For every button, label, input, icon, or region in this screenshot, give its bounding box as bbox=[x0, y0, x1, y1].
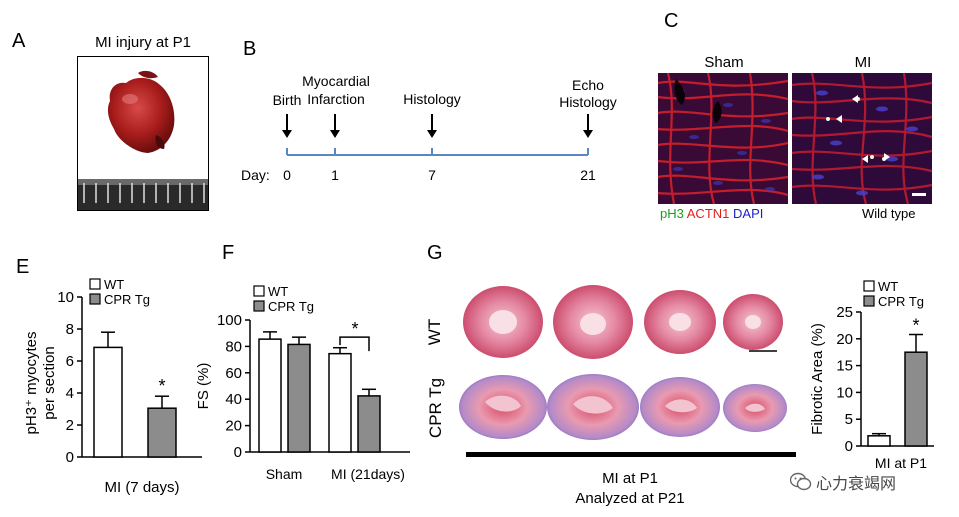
stain-legend-item: ACTN1 bbox=[686, 206, 730, 221]
legend-label: WT bbox=[878, 279, 898, 294]
y-tick-label: 15 bbox=[836, 358, 853, 375]
watermark: 心力衰竭网 bbox=[790, 470, 896, 494]
section-bar bbox=[466, 452, 796, 457]
y-axis-label: FS (%) bbox=[195, 363, 212, 410]
panel-c-letter: C bbox=[664, 10, 679, 32]
section-caption-line1: MI at P1 bbox=[602, 470, 658, 487]
panel-e-letter: E bbox=[16, 256, 30, 278]
panel-f-letter: F bbox=[222, 242, 235, 264]
heart-image bbox=[78, 70, 208, 210]
y-tick-label: 6 bbox=[66, 353, 74, 370]
panel-a-letter: A bbox=[12, 30, 26, 52]
legend-label: CPR Tg bbox=[104, 292, 150, 307]
section-cpr-tg-row bbox=[459, 374, 787, 440]
chart-f-group-label: Sham bbox=[265, 466, 303, 482]
timeline-event-label: Infarction bbox=[307, 91, 365, 107]
timeline-event-label: Histology bbox=[559, 94, 617, 110]
wechat-icon bbox=[790, 472, 812, 491]
micrograph-sham bbox=[658, 73, 788, 204]
row-label-cpr-tg: CPR Tg bbox=[426, 377, 445, 439]
significance-marker: * bbox=[912, 316, 919, 336]
timeline-day: 1 bbox=[331, 167, 339, 183]
bar-cpr-tg bbox=[904, 351, 928, 447]
section-wt-row bbox=[463, 285, 783, 359]
y-tick-label: 100 bbox=[217, 312, 242, 329]
stain-legend-item: pH3 bbox=[660, 206, 684, 221]
legend-swatch bbox=[253, 285, 265, 297]
timeline-axis bbox=[282, 114, 593, 156]
heart-sections bbox=[459, 285, 787, 440]
micrograph-mi bbox=[792, 73, 932, 204]
y-axis-label-line: per section bbox=[41, 346, 58, 419]
timeline-event-label: Histology bbox=[403, 91, 461, 107]
y-tick-label: 10 bbox=[836, 384, 853, 401]
legend-label: CPR Tg bbox=[268, 299, 314, 314]
stain-legend-item: DAPI bbox=[733, 206, 764, 221]
y-tick-label: 20 bbox=[225, 418, 242, 435]
bar-cpr-tg bbox=[147, 407, 177, 458]
legend-label: WT bbox=[268, 284, 288, 299]
timeline-event-label: Echo bbox=[572, 77, 604, 93]
stain-legend: pH3 ACTN1 DAPI bbox=[660, 206, 763, 221]
timeline-event-label: Birth bbox=[272, 92, 302, 108]
legend-swatch bbox=[863, 295, 875, 307]
y-axis-label: Fibrotic Area (%) bbox=[809, 323, 826, 435]
legend-swatch bbox=[89, 278, 101, 290]
legend-swatch bbox=[253, 300, 265, 312]
timeline-event-label: Myocardial bbox=[302, 73, 370, 89]
y-tick-label: 4 bbox=[66, 385, 74, 402]
y-axis-label: pH3⁺ myocytesper section bbox=[23, 332, 58, 435]
significance-marker: * bbox=[351, 319, 358, 339]
panel-g-letter: G bbox=[427, 242, 443, 264]
legend-swatch bbox=[863, 280, 875, 292]
micro-title-mi: MI bbox=[854, 54, 872, 71]
y-tick-label: 0 bbox=[234, 444, 242, 461]
timeline-day-label: Day: bbox=[241, 167, 270, 183]
y-tick-label: 60 bbox=[225, 365, 242, 382]
significance-marker: * bbox=[158, 376, 165, 396]
section-caption-line2: Analyzed at P21 bbox=[575, 490, 685, 507]
chart-e-xlabel: MI (7 days) bbox=[104, 479, 180, 496]
timeline-day: 21 bbox=[580, 167, 596, 183]
legend-label: CPR Tg bbox=[878, 294, 924, 309]
significance-bracket bbox=[339, 336, 370, 352]
heart-photo bbox=[77, 56, 209, 211]
genotype-label: Wild type bbox=[862, 206, 916, 221]
micro-title-sham: Sham bbox=[704, 54, 744, 71]
y-axis-label-line: pH3⁺ myocytes bbox=[23, 332, 40, 435]
y-tick-label: 80 bbox=[225, 338, 242, 355]
row-label-wt: WT bbox=[425, 318, 444, 346]
y-tick-label: 0 bbox=[66, 449, 74, 466]
y-tick-label: 40 bbox=[225, 391, 242, 408]
bar-wt bbox=[93, 346, 123, 458]
chart-f-group-label: MI (21days) bbox=[331, 466, 405, 482]
legend-swatch bbox=[89, 293, 101, 305]
y-tick-label: 8 bbox=[66, 321, 74, 338]
timeline-day: 7 bbox=[428, 167, 436, 183]
bar-wt bbox=[258, 338, 282, 453]
watermark-text: 心力衰竭网 bbox=[816, 476, 897, 493]
bar-wt bbox=[867, 435, 891, 447]
bar-cpr-tg bbox=[357, 395, 381, 453]
y-tick-label: 0 bbox=[845, 438, 853, 455]
y-tick-label: 10 bbox=[57, 289, 74, 306]
y-tick-label: 5 bbox=[845, 411, 853, 428]
panel-a-title: MI injury at P1 bbox=[95, 34, 191, 51]
chart-g-xlabel: MI at P1 bbox=[874, 455, 928, 471]
panel-b-letter: B bbox=[243, 38, 257, 60]
y-tick-label: 20 bbox=[836, 331, 853, 348]
bar-cpr-tg bbox=[287, 343, 311, 453]
y-tick-label: 25 bbox=[836, 304, 853, 321]
bar-wt bbox=[328, 352, 352, 453]
timeline-day: 0 bbox=[283, 167, 291, 183]
y-tick-label: 2 bbox=[66, 417, 74, 434]
legend-label: WT bbox=[104, 277, 124, 292]
